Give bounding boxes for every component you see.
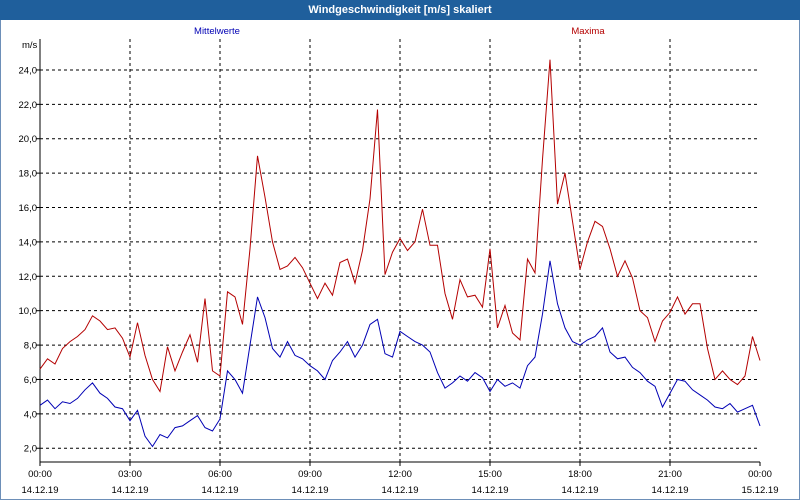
y-tick-label: 20,0: [19, 134, 38, 145]
x-tick-date-label: 14.12.19: [22, 485, 59, 496]
x-tick-time-label: 03:00: [118, 469, 142, 480]
y-tick-label: 2,0: [24, 444, 37, 455]
axis-labels: 2,0 4,0 6,0 8,0 10,0 12,0 14,0 16,0 18,0 20,0 22,0…: [19, 26, 779, 496]
x-tick-date-label: 14.12.19: [562, 485, 599, 496]
x-tick-date-label: 14.12.19: [652, 485, 689, 496]
grid-lines: [40, 39, 760, 462]
legend-label-mittelwerte: Mittelwerte: [194, 26, 240, 37]
x-tick-date-label: 14.12.19: [202, 485, 239, 496]
series-lines: [39, 59, 761, 448]
y-tick-label: 16,0: [19, 203, 38, 214]
x-tick-date-label: 14.12.19: [472, 485, 509, 496]
x-tick-time-label: 12:00: [388, 469, 412, 480]
y-axis-unit-label: m/s: [22, 40, 38, 51]
series-line-mittelwerte: [39, 260, 761, 448]
y-tick-label: 14,0: [19, 237, 38, 248]
y-tick-label: 10,0: [19, 306, 38, 317]
x-tick-time-label: 00:00: [748, 469, 772, 480]
y-tick-label: 12,0: [19, 272, 38, 283]
series-line-maxima: [39, 59, 761, 393]
x-tick-date-label: 15.12.19: [742, 485, 779, 496]
y-tick-label: 4,0: [24, 409, 37, 420]
x-tick-time-label: 15:00: [478, 469, 502, 480]
x-tick-time-label: 09:00: [298, 469, 322, 480]
y-tick-label: 24,0: [19, 65, 38, 76]
x-tick-time-label: 18:00: [568, 469, 592, 480]
y-tick-label: 8,0: [24, 341, 37, 352]
legend-label-maxima: Maxima: [571, 26, 605, 37]
x-tick-date-label: 14.12.19: [382, 485, 419, 496]
y-tick-label: 6,0: [24, 375, 37, 386]
x-tick-time-label: 21:00: [658, 469, 682, 480]
x-tick-date-label: 14.12.19: [292, 485, 329, 496]
axes: [36, 39, 761, 466]
x-tick-date-label: 14.12.19: [112, 485, 149, 496]
chart-title: Windgeschwindigkeit [m/s] skaliert: [0, 0, 800, 20]
y-tick-label: 18,0: [19, 169, 38, 180]
x-tick-time-label: 00:00: [28, 469, 52, 480]
y-tick-label: 22,0: [19, 100, 38, 111]
x-tick-time-label: 06:00: [208, 469, 232, 480]
